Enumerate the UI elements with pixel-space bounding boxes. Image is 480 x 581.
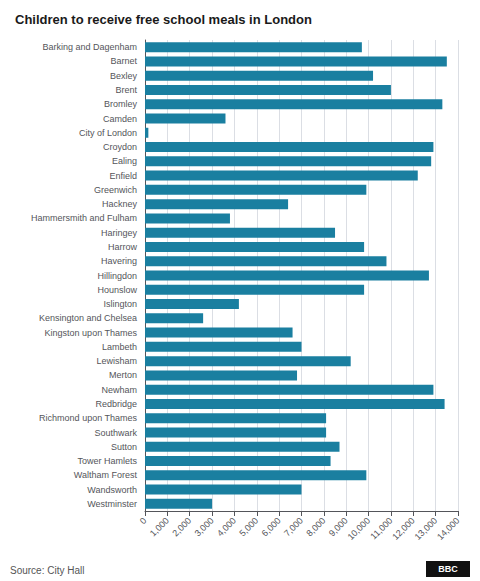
svg-text:Enfield: Enfield <box>109 171 137 181</box>
svg-text:Tower Hamlets: Tower Hamlets <box>77 456 137 466</box>
svg-text:Bromley: Bromley <box>104 99 138 109</box>
svg-text:City of London: City of London <box>79 128 137 138</box>
svg-text:Kingston upon Thames: Kingston upon Thames <box>45 328 138 338</box>
svg-text:3,000: 3,000 <box>193 515 216 538</box>
svg-text:Croydon: Croydon <box>103 142 137 152</box>
svg-text:Barnet: Barnet <box>110 56 137 66</box>
svg-text:Children to receive free schoo: Children to receive free school meals in… <box>15 12 312 27</box>
svg-text:Greenwich: Greenwich <box>94 185 137 195</box>
svg-text:Hackney: Hackney <box>102 199 138 209</box>
svg-text:Lambeth: Lambeth <box>102 342 137 352</box>
svg-text:Richmond upon Thames: Richmond upon Thames <box>39 413 137 423</box>
svg-text:Hillingdon: Hillingdon <box>97 271 137 281</box>
svg-text:2,000: 2,000 <box>170 515 193 538</box>
svg-text:12,000: 12,000 <box>390 515 417 542</box>
svg-text:Haringey: Haringey <box>101 228 138 238</box>
svg-text:8,000: 8,000 <box>304 515 327 538</box>
svg-text:Barking and Dagenham: Barking and Dagenham <box>42 42 137 52</box>
svg-text:10,000: 10,000 <box>346 515 373 542</box>
svg-text:Lewisham: Lewisham <box>96 356 137 366</box>
svg-text:Redbridge: Redbridge <box>95 399 137 409</box>
svg-text:Hounslow: Hounslow <box>97 285 137 295</box>
svg-text:Waltham Forest: Waltham Forest <box>74 470 138 480</box>
svg-text:4,000: 4,000 <box>215 515 238 538</box>
svg-text:Westminster: Westminster <box>87 499 137 509</box>
svg-text:7,000: 7,000 <box>282 515 305 538</box>
svg-text:Islington: Islington <box>103 299 137 309</box>
svg-text:5,000: 5,000 <box>237 515 260 538</box>
svg-text:6,000: 6,000 <box>260 515 283 538</box>
svg-text:BBC: BBC <box>438 564 458 574</box>
svg-text:Sutton: Sutton <box>111 442 137 452</box>
svg-text:0: 0 <box>138 515 149 526</box>
svg-text:11,000: 11,000 <box>368 515 394 541</box>
svg-text:14,000: 14,000 <box>435 515 462 542</box>
svg-text:Brent: Brent <box>115 85 137 95</box>
svg-text:Newham: Newham <box>101 385 137 395</box>
svg-text:Camden: Camden <box>103 114 137 124</box>
svg-text:Ealing: Ealing <box>112 156 137 166</box>
svg-text:9,000: 9,000 <box>326 515 350 539</box>
svg-text:Source: City Hall: Source: City Hall <box>10 565 84 576</box>
svg-text:Hammersmith and Fulham: Hammersmith and Fulham <box>31 213 137 223</box>
svg-text:Merton: Merton <box>109 370 137 380</box>
svg-text:13,000: 13,000 <box>413 515 440 542</box>
svg-text:Havering: Havering <box>101 256 137 266</box>
svg-text:Wandsworth: Wandsworth <box>87 485 137 495</box>
svg-text:Southwark: Southwark <box>94 428 137 438</box>
svg-text:Harrow: Harrow <box>108 242 138 252</box>
svg-text:Kensington and Chelsea: Kensington and Chelsea <box>39 313 137 323</box>
svg-text:1,000: 1,000 <box>148 515 171 538</box>
svg-text:Bexley: Bexley <box>110 71 138 81</box>
